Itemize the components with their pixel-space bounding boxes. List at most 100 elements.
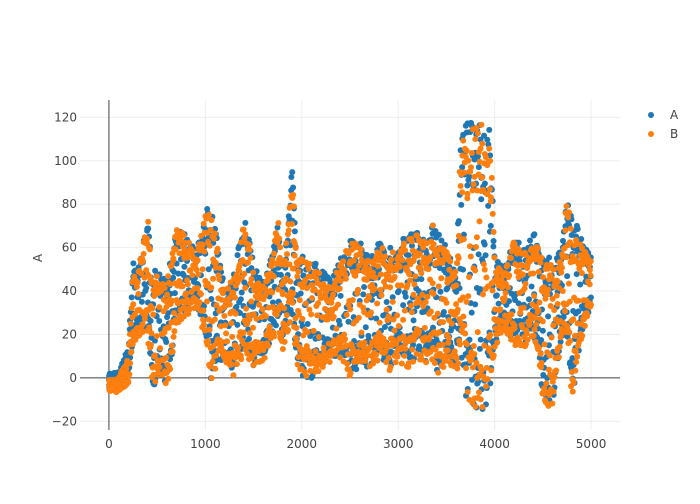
data-point — [587, 272, 594, 279]
data-point — [489, 287, 496, 294]
data-point — [200, 303, 207, 310]
data-point — [418, 270, 425, 277]
data-point — [511, 325, 518, 332]
data-point — [305, 348, 312, 355]
legend[interactable]: AB — [648, 108, 679, 141]
data-point — [486, 186, 493, 193]
data-point — [472, 136, 479, 143]
data-point — [550, 322, 557, 329]
data-point — [372, 334, 379, 341]
data-point — [541, 341, 548, 348]
data-point — [200, 220, 207, 227]
data-point — [389, 298, 396, 305]
data-point — [461, 322, 468, 329]
data-point — [168, 342, 175, 349]
data-point — [576, 265, 583, 272]
data-point — [335, 301, 342, 308]
data-point — [383, 306, 390, 313]
data-point — [156, 304, 163, 311]
data-point — [302, 300, 309, 307]
data-point — [244, 259, 251, 266]
data-point — [372, 274, 379, 281]
data-point — [347, 306, 354, 313]
data-point — [545, 286, 552, 293]
data-point — [279, 345, 286, 352]
legend-item-B[interactable]: B — [648, 127, 678, 141]
data-point — [337, 277, 344, 284]
data-point — [525, 296, 532, 303]
data-point — [472, 267, 479, 274]
data-point — [228, 320, 235, 327]
data-point — [246, 330, 253, 337]
data-point — [360, 344, 367, 351]
data-point — [459, 164, 466, 171]
data-point — [520, 271, 527, 278]
data-point — [289, 299, 296, 306]
data-point — [275, 220, 282, 227]
y-tick-label: −20 — [52, 414, 77, 428]
data-point — [212, 365, 219, 372]
data-point — [290, 290, 297, 297]
data-point — [549, 400, 556, 407]
data-point — [445, 335, 452, 342]
data-point — [213, 302, 220, 309]
data-point — [170, 333, 177, 340]
data-point — [337, 292, 344, 299]
data-point — [286, 319, 293, 326]
data-point — [378, 292, 385, 299]
data-point — [494, 274, 501, 281]
data-point — [291, 252, 298, 259]
data-point — [230, 289, 237, 296]
data-point — [362, 324, 369, 331]
y-tick-label: 120 — [54, 110, 77, 124]
data-point — [424, 293, 431, 300]
data-point — [423, 359, 430, 366]
data-point — [197, 291, 204, 298]
data-point — [439, 341, 446, 348]
data-point — [243, 320, 250, 327]
x-tick-label: 4000 — [479, 437, 510, 451]
data-point — [241, 270, 248, 277]
data-point — [461, 169, 468, 176]
data-point — [293, 325, 300, 332]
data-point — [463, 365, 470, 372]
data-point — [146, 324, 153, 331]
data-point — [145, 218, 152, 225]
data-point — [341, 335, 348, 342]
data-point — [183, 290, 190, 297]
legend-item-A[interactable]: A — [648, 108, 679, 122]
data-point — [398, 360, 405, 367]
data-point — [486, 145, 493, 152]
data-point — [451, 273, 458, 280]
data-point — [201, 248, 208, 255]
data-point — [181, 246, 188, 253]
data-point — [309, 295, 316, 302]
data-point — [409, 346, 416, 353]
data-point — [432, 346, 439, 353]
data-point — [261, 354, 268, 361]
data-point — [481, 132, 488, 139]
data-point — [487, 380, 494, 387]
data-point — [387, 284, 394, 291]
data-point — [467, 168, 474, 175]
data-point — [381, 261, 388, 268]
data-point — [502, 289, 509, 296]
data-point — [451, 348, 458, 355]
data-point — [209, 358, 216, 365]
data-point — [555, 354, 562, 361]
legend-marker — [648, 112, 654, 118]
data-point — [211, 316, 218, 323]
data-point — [440, 309, 447, 316]
data-point — [139, 258, 146, 265]
data-point — [249, 324, 256, 331]
data-point — [476, 218, 483, 225]
data-point — [418, 276, 425, 283]
data-point — [507, 254, 514, 261]
data-point — [310, 327, 317, 334]
data-point — [248, 276, 255, 283]
tick-labels: 0 1000 2000 3000 4000 5000 −20 0 20 40 60 80 100 120 — [52, 110, 607, 451]
data-point — [575, 308, 582, 315]
data-point — [487, 194, 494, 201]
data-point — [235, 344, 242, 351]
data-point — [399, 257, 406, 264]
